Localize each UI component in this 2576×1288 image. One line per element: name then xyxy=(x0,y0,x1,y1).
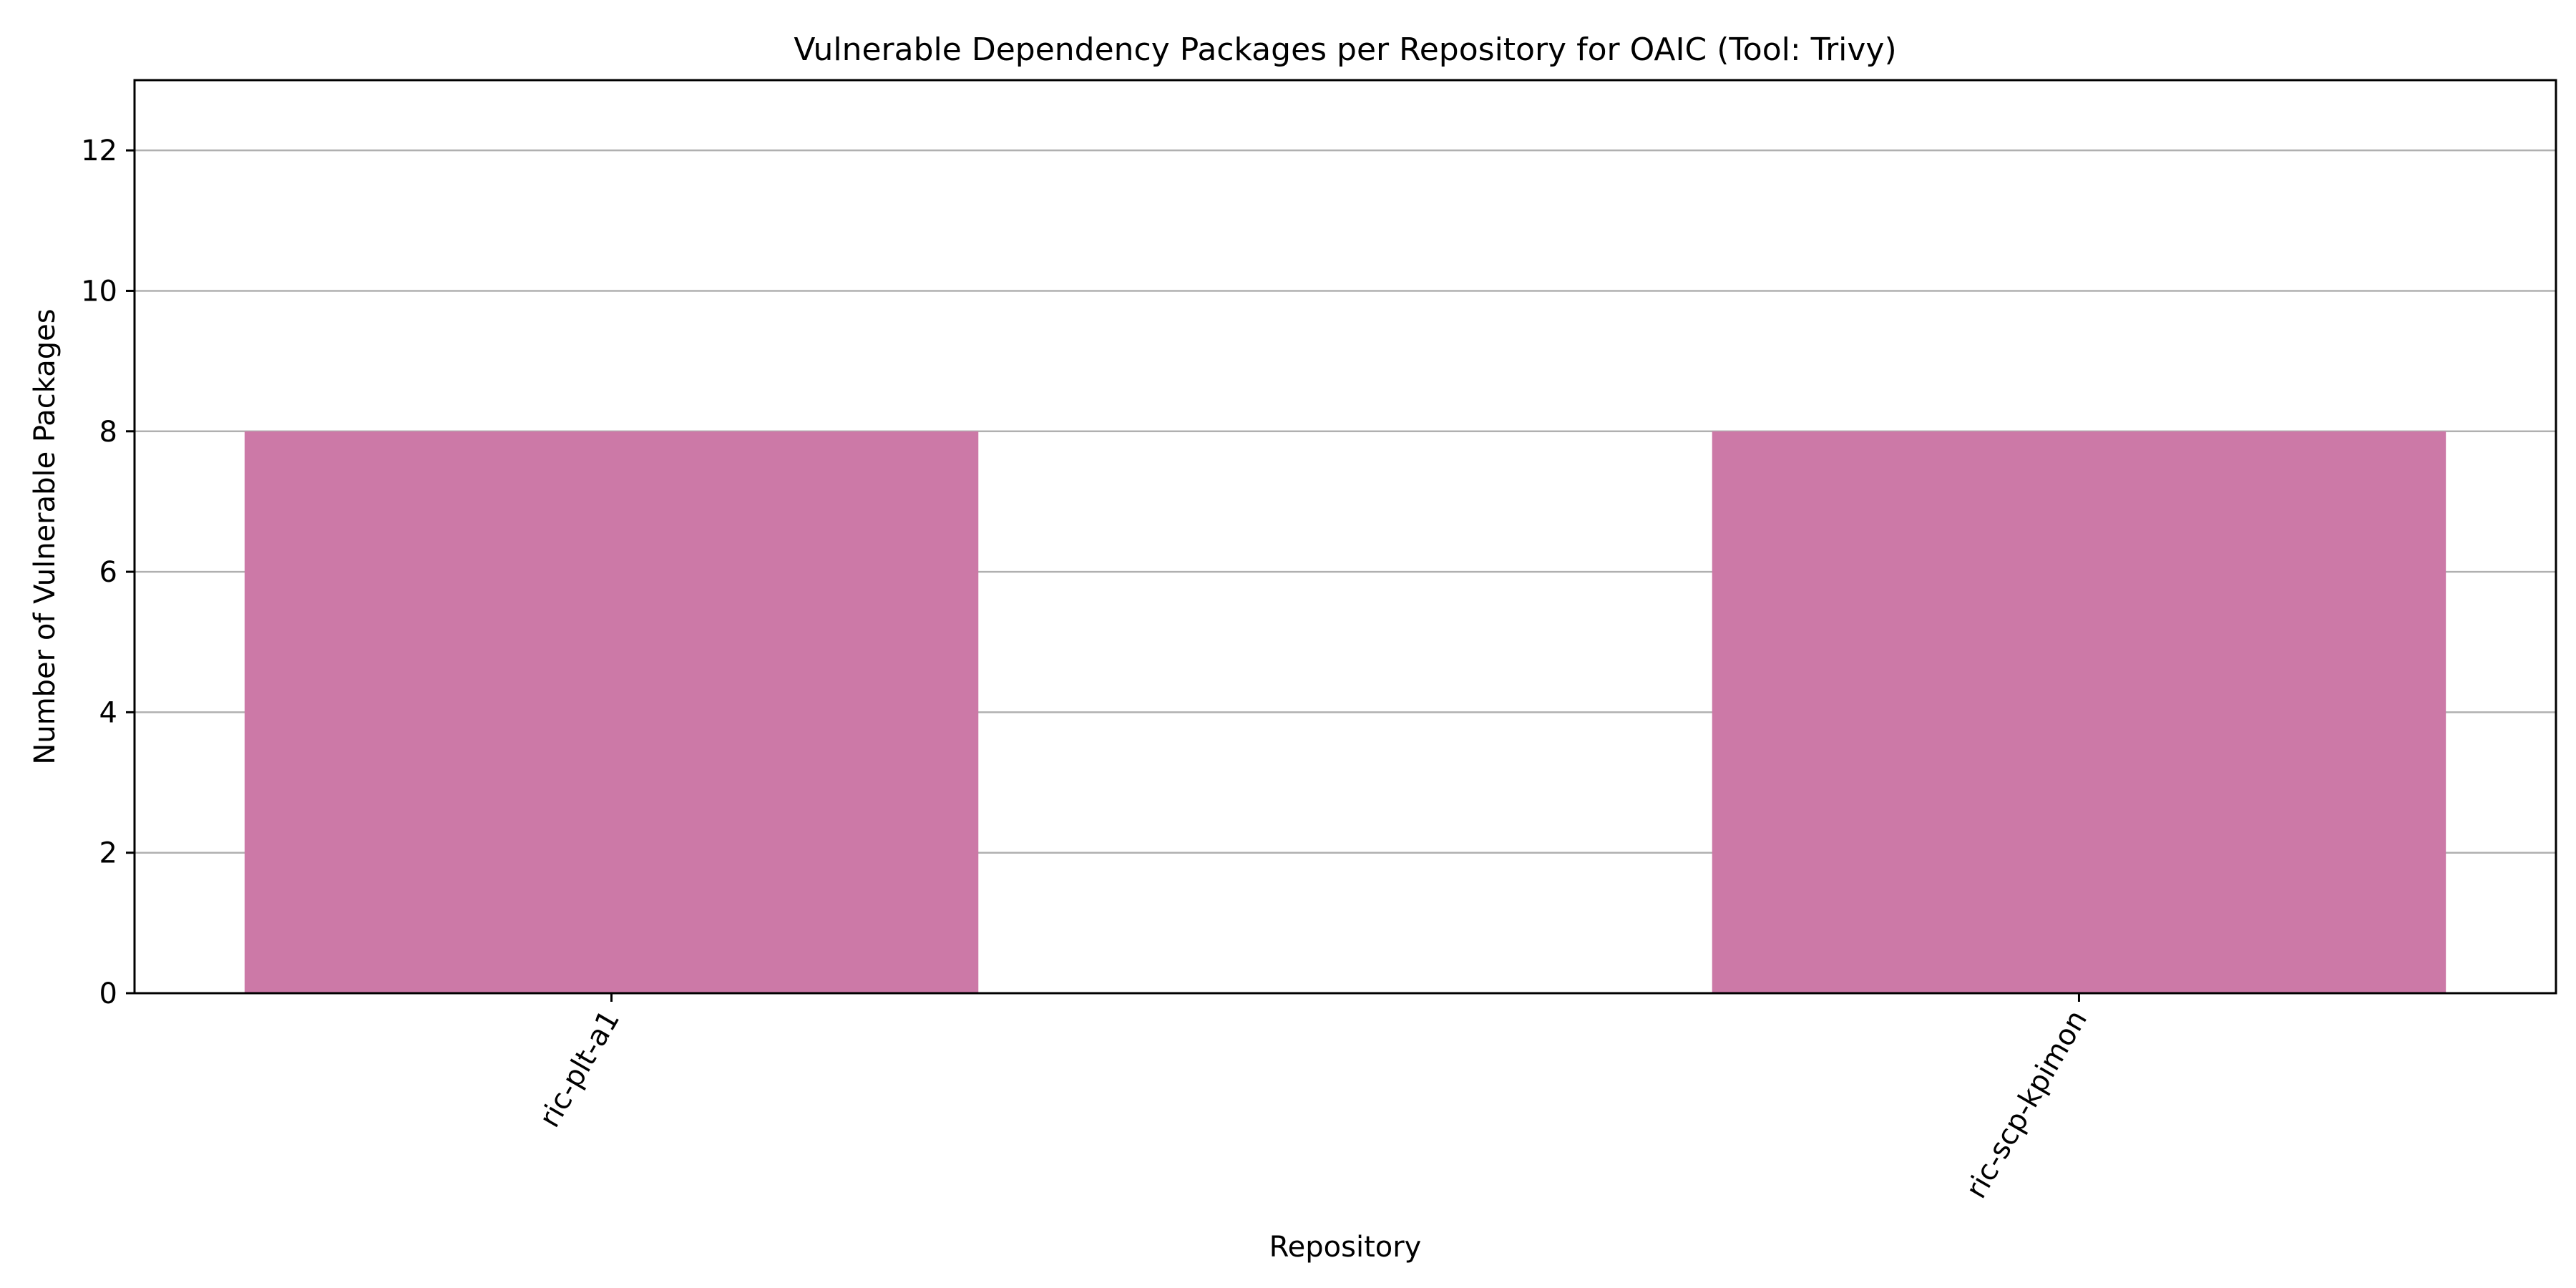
y-tick-label: 2 xyxy=(99,837,117,870)
y-axis-label: Number of Vulnerable Packages xyxy=(29,308,62,764)
plot-frame xyxy=(133,79,2557,995)
bars xyxy=(244,431,2446,993)
y-tick-label: 10 xyxy=(81,275,117,308)
x-axis-label: Repository xyxy=(1269,1231,1422,1264)
bar-ric-scp-kpimon xyxy=(1712,431,2446,993)
chart-title: Vulnerable Dependency Packages per Repos… xyxy=(794,31,1896,68)
bar-ric-plt-a1 xyxy=(244,431,979,993)
y-axis-ticks: 0 2 4 6 8 10 12 xyxy=(81,135,135,1010)
y-tick-label: 12 xyxy=(81,135,117,167)
y-tick-label: 8 xyxy=(99,416,117,449)
y-tick-label: 4 xyxy=(99,696,117,729)
y-tick-label: 0 xyxy=(99,977,117,1010)
y-tick-label: 6 xyxy=(99,556,117,589)
